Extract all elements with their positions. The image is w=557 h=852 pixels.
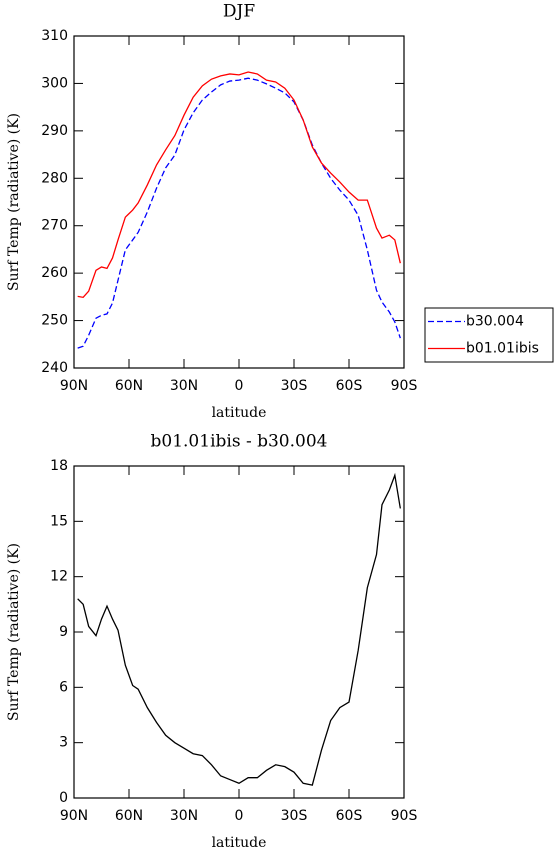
x-tick-label: 90S xyxy=(391,808,418,824)
chart-title: DJF xyxy=(223,2,255,22)
x-tick-label: 90N xyxy=(60,378,88,394)
x-tick-label: 90S xyxy=(391,378,418,394)
y-tick-label: 270 xyxy=(41,218,68,234)
chart-title: b01.01ibis - b30.004 xyxy=(151,432,328,452)
y-axis-label: Surf Temp (radiative) (K) xyxy=(6,543,22,721)
x-tick-label: 60S xyxy=(336,378,363,394)
x-tick-label: 60N xyxy=(115,378,143,394)
y-tick-label: 15 xyxy=(50,513,68,529)
x-tick-label: 60S xyxy=(336,808,363,824)
y-tick-label: 310 xyxy=(41,28,68,44)
x-axis-label: latitude xyxy=(212,405,267,421)
data-line xyxy=(77,71,401,299)
x-tick-label: 60N xyxy=(115,808,143,824)
x-axis-label: latitude xyxy=(212,835,267,851)
y-tick-label: 280 xyxy=(41,170,68,186)
y-axis-label: Surf Temp (radiative) (K) xyxy=(6,113,22,291)
x-tick-label: 30N xyxy=(170,808,198,824)
data-line xyxy=(77,77,401,349)
plot-frame xyxy=(73,465,405,799)
y-tick-label: 3 xyxy=(59,735,68,751)
data-line xyxy=(77,472,401,786)
plot-frame xyxy=(73,35,405,369)
y-tick-label: 18 xyxy=(50,458,68,474)
legend-label: b01.01ibis xyxy=(466,341,539,357)
y-tick-label: 240 xyxy=(41,360,68,376)
legend-label: b30.004 xyxy=(466,314,524,330)
y-tick-label: 250 xyxy=(41,313,68,329)
x-tick-label: 30N xyxy=(170,378,198,394)
y-tick-label: 9 xyxy=(59,624,68,640)
y-tick-label: 6 xyxy=(59,679,68,695)
x-tick-label: 30S xyxy=(281,808,308,824)
x-tick-label: 0 xyxy=(235,378,244,394)
y-tick-label: 0 xyxy=(59,790,68,806)
x-tick-label: 30S xyxy=(281,378,308,394)
y-tick-label: 300 xyxy=(41,75,68,91)
x-tick-label: 90N xyxy=(60,808,88,824)
y-tick-label: 260 xyxy=(41,265,68,281)
y-tick-label: 290 xyxy=(41,123,68,139)
y-tick-label: 12 xyxy=(50,569,68,585)
legend-box xyxy=(424,307,554,363)
x-tick-label: 0 xyxy=(235,808,244,824)
